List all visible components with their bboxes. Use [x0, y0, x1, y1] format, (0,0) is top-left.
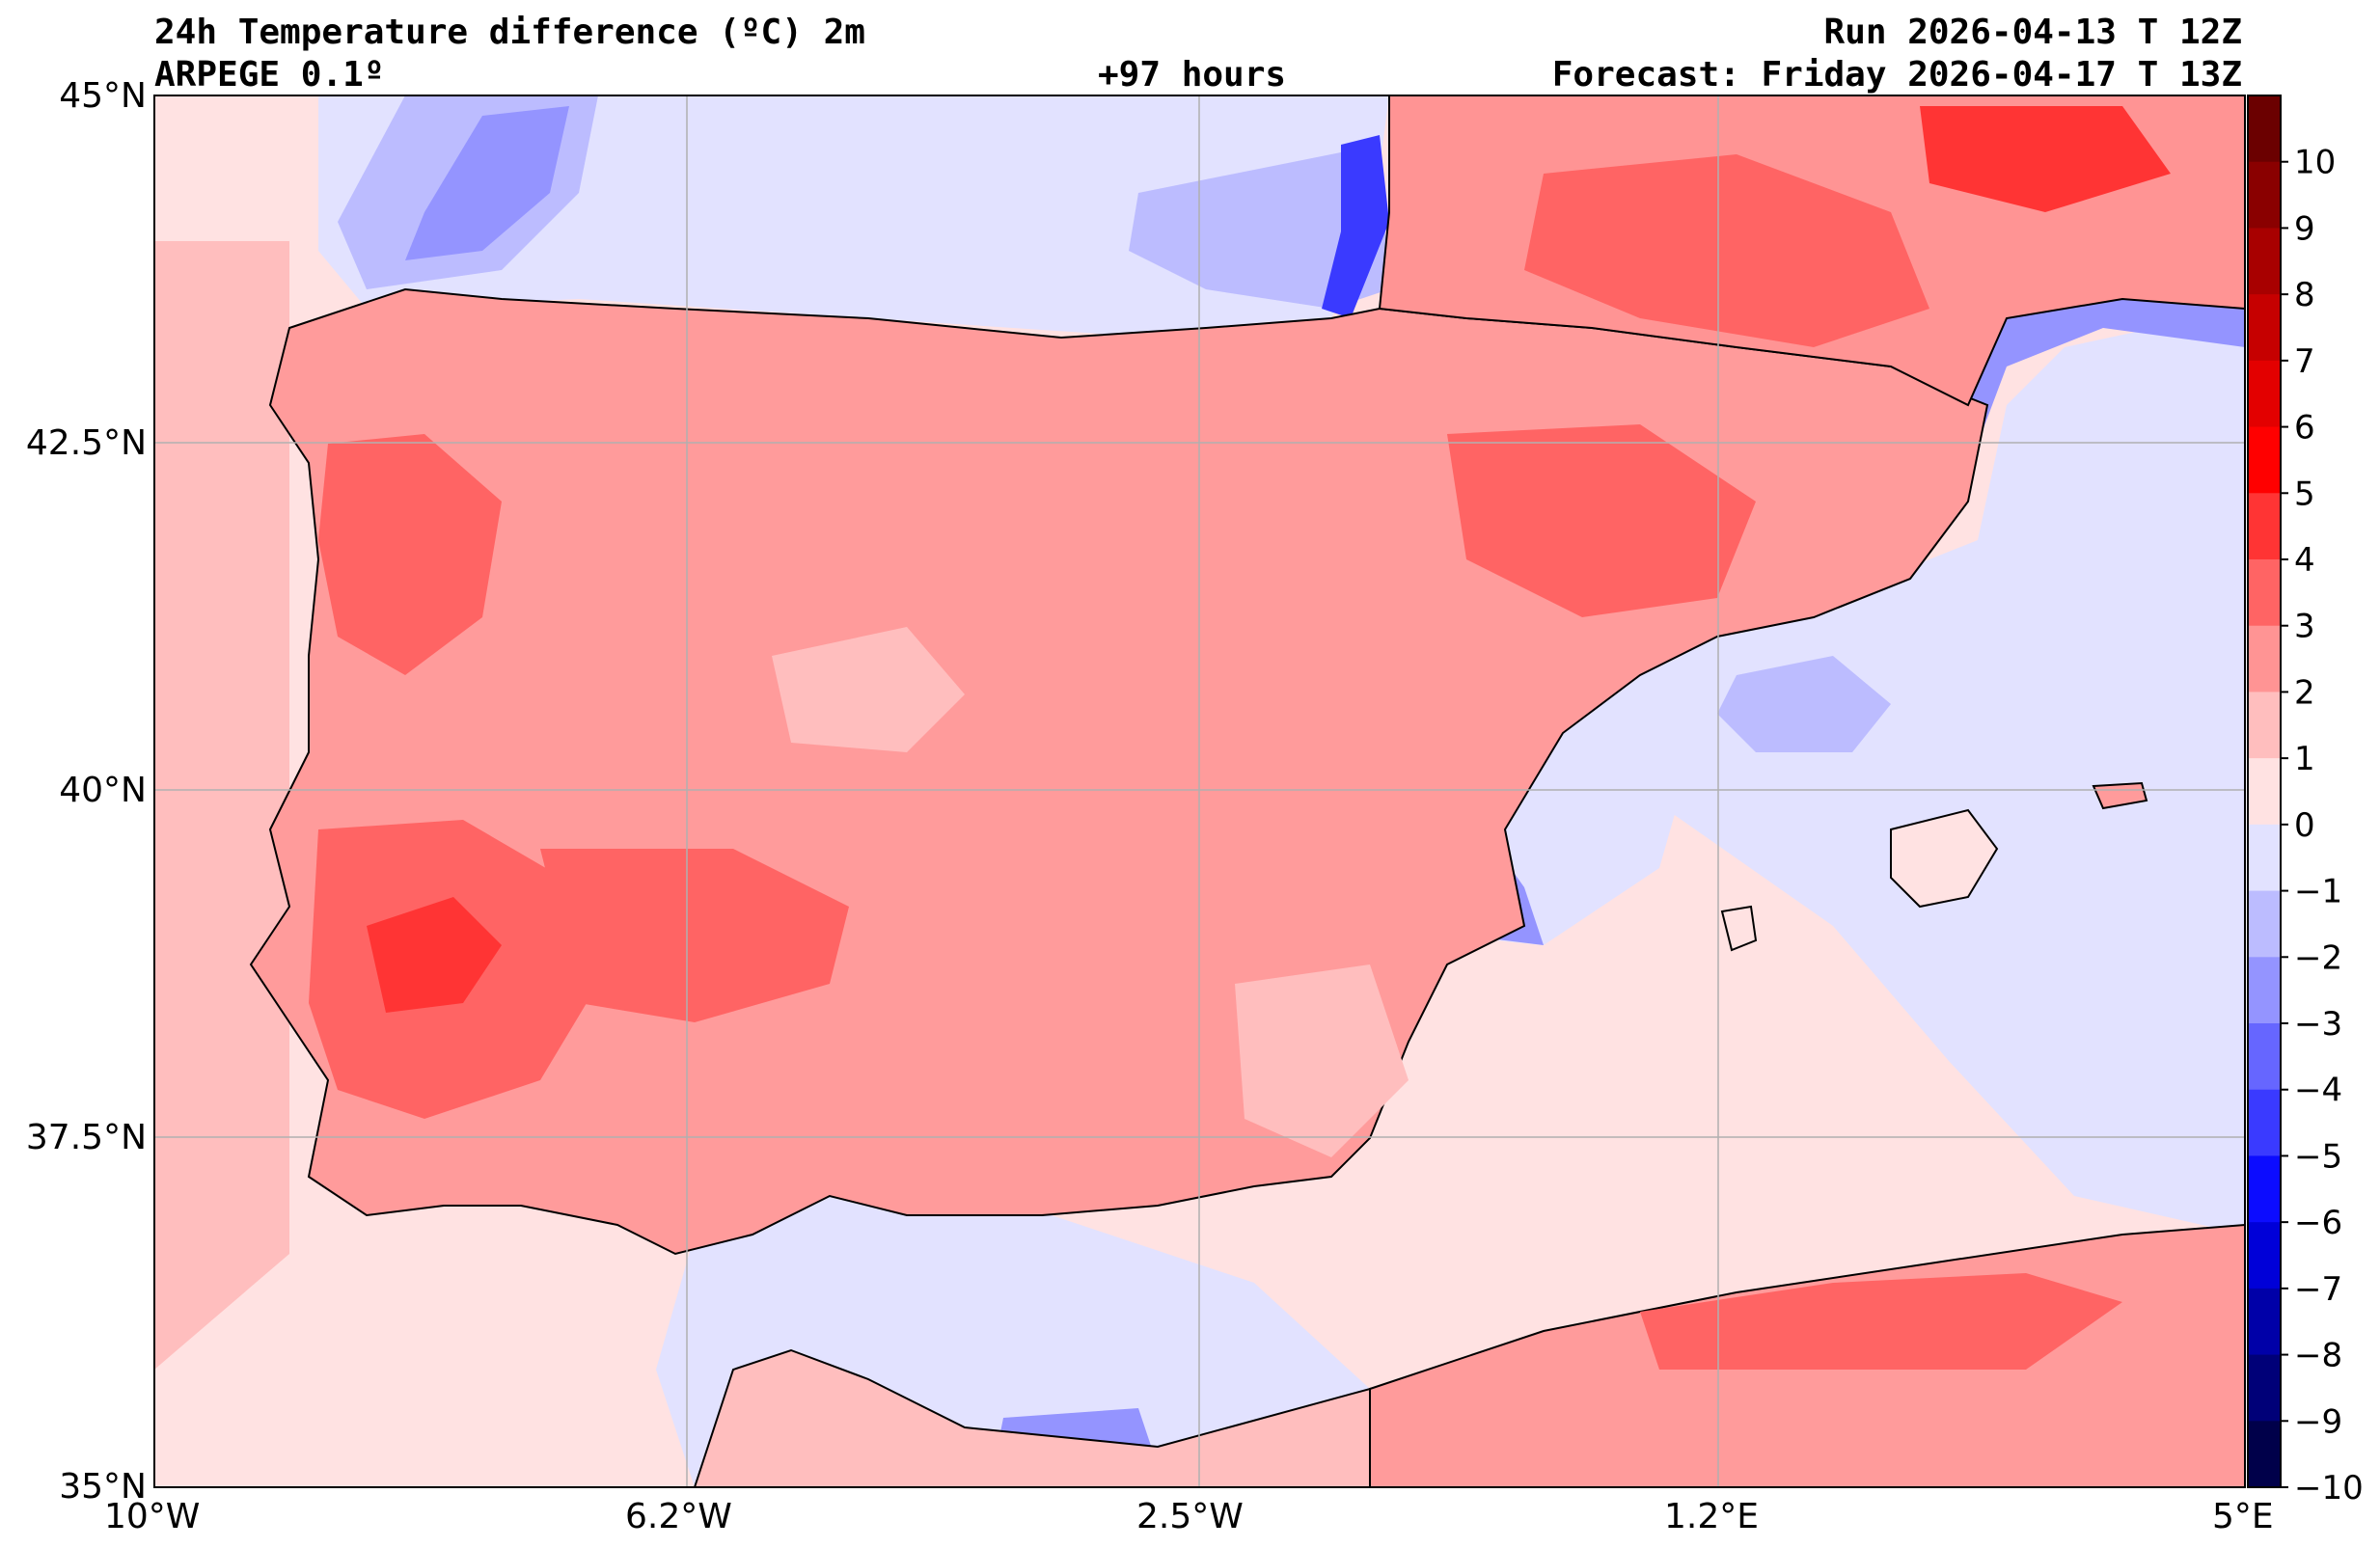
colorbar-bin	[2248, 1288, 2281, 1356]
lat-label-37-5n: 37.5°N	[25, 1118, 147, 1157]
biscay-coast-core	[1322, 135, 1389, 318]
model-label: ARPEGE 0.1º	[154, 55, 385, 95]
colorbar-bin	[2248, 625, 2281, 693]
aragon-hot-zone	[1447, 424, 1756, 617]
med-cool-zone	[1544, 309, 2245, 1235]
colorbar-label: 3	[2294, 608, 2315, 646]
lon-label-10w: 10°W	[104, 1497, 201, 1536]
colorbar-label: 0	[2294, 806, 2315, 845]
lat-label-42-5n: 42.5°N	[25, 423, 147, 463]
colorbar-bin	[2248, 559, 2281, 627]
lat-label-35n: 35°N	[59, 1467, 147, 1507]
colorbar-label: 7	[2294, 342, 2315, 381]
forecast-label: Forecast: Friday 2026-04-17 T 13Z	[1551, 55, 2242, 95]
colorbar-label: −9	[2294, 1402, 2342, 1441]
colorbar-bin	[2248, 758, 2281, 826]
colorbar-bin	[2248, 890, 2281, 958]
northwest-hot-zone	[318, 434, 502, 675]
lead-time-label: +97 hours	[1098, 55, 1287, 95]
colorbar-frame	[2247, 95, 2282, 1488]
colorbar-label: −5	[2294, 1137, 2342, 1176]
colorbar-bin	[2248, 1155, 2281, 1223]
morocco-land	[693, 1348, 1371, 1487]
gulf-lion-cold	[1949, 289, 2245, 444]
colorbar-bin	[2248, 1354, 2281, 1422]
lon-label-2-5w: 2.5°W	[1136, 1497, 1244, 1536]
colorbar-bin	[2248, 493, 2281, 560]
colorbar-label: 1	[2294, 740, 2315, 778]
colorbar-label: 5	[2294, 475, 2315, 513]
colorbar-label: 10	[2294, 144, 2336, 182]
biscay-east-cold	[1129, 145, 1389, 309]
colorbar-label: −6	[2294, 1204, 2342, 1242]
colorbar-bin	[2248, 360, 2281, 428]
lat-label-45n: 45°N	[59, 76, 147, 116]
alentejo-hot-core	[367, 897, 502, 1013]
colorbar-label: −10	[2294, 1469, 2364, 1507]
colorbar-label: −2	[2294, 938, 2342, 977]
run-label: Run 2026-04-13 T 12Z	[1823, 13, 2242, 52]
balearic-sea-cold	[1717, 656, 1891, 752]
colorbar-label: −7	[2294, 1270, 2342, 1309]
alps-hot-zone	[1920, 106, 2171, 212]
colorbar-bin	[2248, 1023, 2281, 1091]
france-hot-zone	[1524, 154, 1929, 347]
north-africa-hot-zone	[1640, 1273, 2122, 1370]
mallorca-island	[1890, 808, 1999, 909]
colorbar-label: −8	[2294, 1337, 2342, 1375]
colorbar-bin	[2248, 95, 2281, 163]
lon-label-6-2w: 6.2°W	[625, 1497, 732, 1536]
colorbar-label: 8	[2294, 276, 2315, 314]
murcia-mild-zone	[1235, 964, 1409, 1157]
central-mild-zone	[772, 627, 965, 752]
colorbar-label: 9	[2294, 209, 2315, 248]
biscay-cold-core	[405, 106, 569, 260]
colorbar-label: −1	[2294, 873, 2342, 911]
extremadura-hot-zone	[540, 849, 849, 1022]
colorbar-bin	[2248, 228, 2281, 295]
colorbar-bin	[2248, 1089, 2281, 1156]
ibiza-island	[1720, 905, 1758, 952]
colorbar-label: 2	[2294, 673, 2315, 712]
atlantic-warm-band	[154, 241, 289, 1370]
colorbar-bin	[2248, 1222, 2281, 1290]
colorbar-bin	[2248, 161, 2281, 229]
colorbar-label: 4	[2294, 541, 2315, 580]
lat-label-40n: 40°N	[59, 771, 147, 810]
colorbar-bin	[2248, 957, 2281, 1024]
map-title: 24h Temperature difference (ºC) 2m	[154, 13, 865, 52]
lon-label-5e: 5°E	[2212, 1497, 2274, 1536]
lon-label-1-2e: 1.2°E	[1664, 1497, 1759, 1536]
colorbar-bin	[2248, 294, 2281, 362]
map-gridlines	[154, 95, 2245, 1487]
colorbar-label: −3	[2294, 1005, 2342, 1044]
colorbar-bin	[2248, 692, 2281, 759]
colorbar-bin	[2248, 824, 2281, 892]
map-frame	[153, 95, 2246, 1488]
colorbar-bin	[2248, 1421, 2281, 1488]
colorbar-label: 6	[2294, 409, 2315, 448]
colorbar-bin	[2248, 426, 2281, 494]
colorbar-label: −4	[2294, 1072, 2342, 1110]
